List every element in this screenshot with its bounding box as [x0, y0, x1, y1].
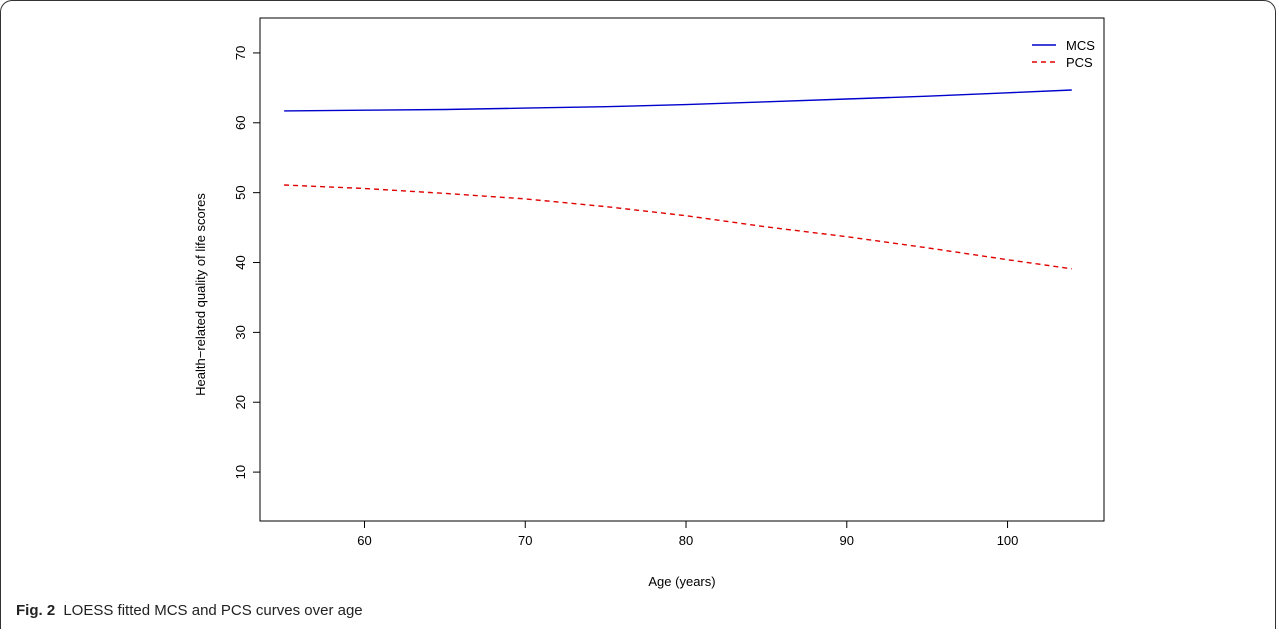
y-tick-label: 70: [233, 46, 248, 60]
y-tick-label: 50: [233, 185, 248, 199]
x-tick-label: 60: [357, 533, 371, 548]
y-tick-label: 20: [233, 395, 248, 409]
figure-caption: Fig. 2 LOESS fitted MCS and PCS curves o…: [16, 602, 363, 619]
caption-text: LOESS fitted MCS and PCS curves over age: [63, 602, 363, 619]
x-tick-label: 70: [518, 533, 532, 548]
series-line-mcs: [284, 89, 1072, 112]
y-tick-label: 60: [233, 116, 248, 130]
x-tick-label: 90: [840, 533, 854, 548]
legend: MCS PCS: [1032, 38, 1095, 70]
y-tick-label: 30: [233, 325, 248, 339]
x-axis: 60 70 80 90 100: [357, 520, 1019, 548]
caption-label: Fig. 2: [16, 602, 56, 619]
x-tick-label: 80: [679, 533, 693, 548]
x-tick-label: 100: [997, 533, 1019, 548]
y-tick-label: 40: [233, 255, 248, 269]
legend-label-mcs: MCS: [1066, 38, 1095, 53]
y-tick-label: 10: [233, 465, 248, 479]
y-axis-label: Health−related quality of life scores: [193, 193, 208, 396]
legend-label-pcs: PCS: [1066, 55, 1093, 70]
series-line-pcs: [284, 184, 1072, 270]
x-axis-label: Age (years): [648, 574, 715, 589]
series-layer: [284, 89, 1072, 270]
y-axis: 10 20 30 40 50 60 70: [233, 46, 261, 479]
